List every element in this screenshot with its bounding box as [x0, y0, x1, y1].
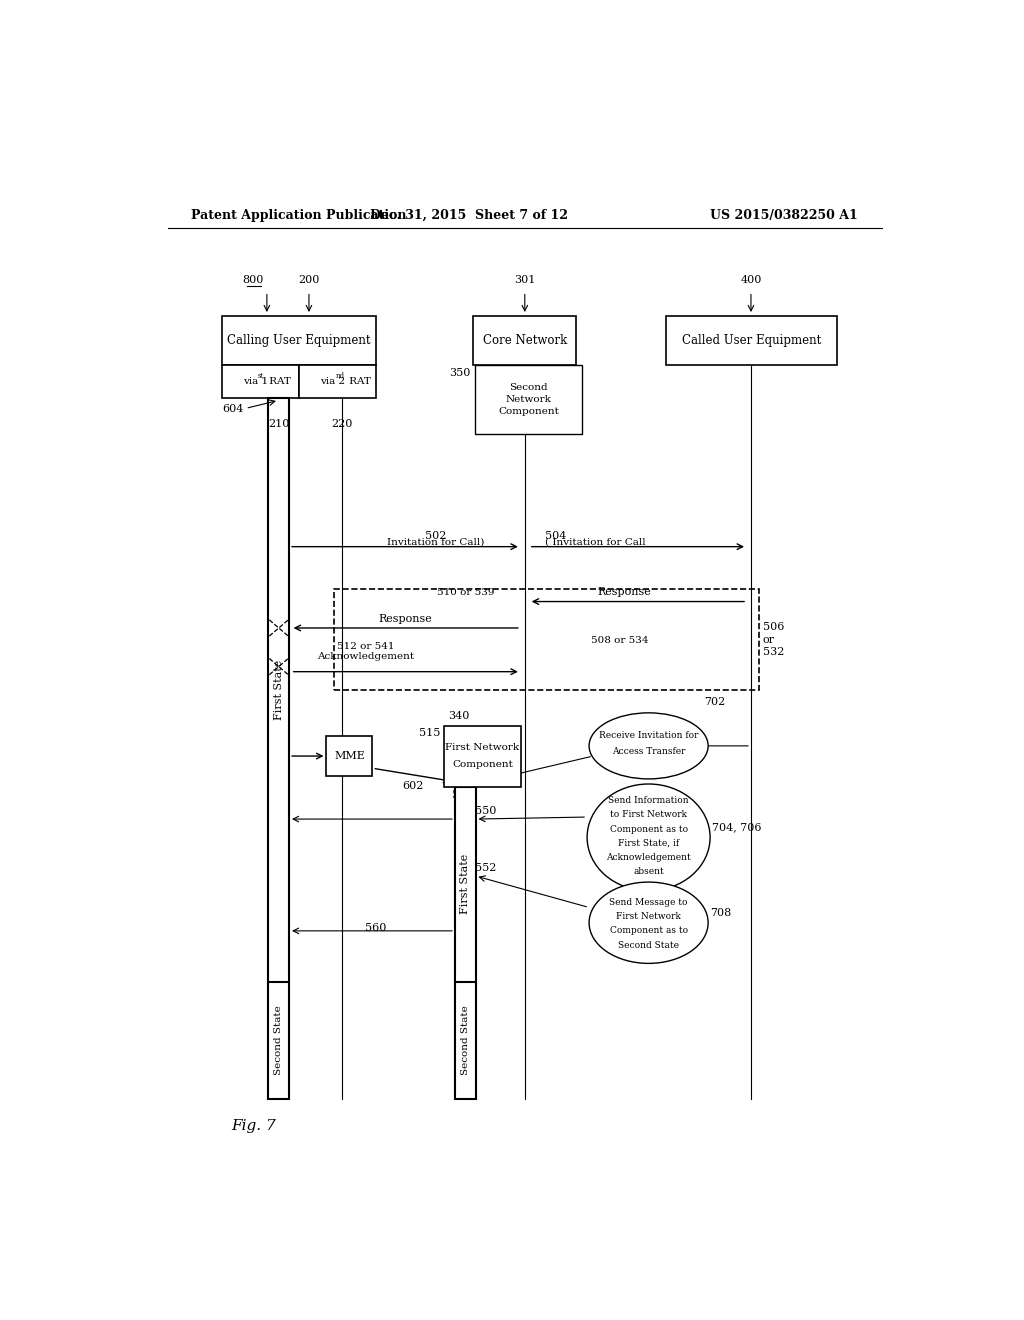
Text: 702: 702	[705, 697, 725, 706]
Text: Second State: Second State	[274, 1006, 284, 1074]
Text: Network: Network	[506, 395, 551, 404]
Text: Acknowledgement: Acknowledgement	[317, 652, 415, 660]
Text: 340: 340	[447, 711, 469, 722]
Text: 502: 502	[425, 531, 446, 541]
Text: Component as to: Component as to	[609, 825, 688, 834]
Text: 210: 210	[268, 418, 290, 429]
Text: or: or	[763, 635, 775, 644]
Text: 518: 518	[452, 789, 473, 800]
Text: Second State: Second State	[461, 1006, 470, 1074]
Text: 504: 504	[545, 531, 566, 541]
Text: Send Message to: Send Message to	[609, 898, 688, 907]
Text: Dec. 31, 2015  Sheet 7 of 12: Dec. 31, 2015 Sheet 7 of 12	[371, 209, 568, 222]
Text: 220: 220	[332, 418, 353, 429]
Text: Core Network: Core Network	[482, 334, 567, 347]
Ellipse shape	[589, 713, 709, 779]
FancyBboxPatch shape	[221, 315, 377, 364]
Text: 512 or 541: 512 or 541	[337, 643, 395, 651]
Text: absent: absent	[633, 867, 664, 876]
FancyBboxPatch shape	[443, 726, 521, 787]
Text: Receive Invitation for: Receive Invitation for	[599, 731, 698, 741]
Text: 508 or 534: 508 or 534	[591, 636, 649, 645]
Text: Component: Component	[498, 407, 559, 416]
Text: 552: 552	[475, 863, 497, 873]
Text: 560: 560	[365, 923, 386, 933]
Text: Response: Response	[597, 587, 651, 598]
Text: 200: 200	[298, 276, 319, 285]
Text: First State: First State	[273, 660, 284, 721]
Text: 515: 515	[419, 727, 440, 738]
Text: Access Transfer: Access Transfer	[612, 747, 685, 756]
Text: 704, 706: 704, 706	[713, 822, 762, 832]
Text: US 2015/0382250 A1: US 2015/0382250 A1	[711, 209, 858, 222]
Text: 708: 708	[711, 908, 732, 917]
Ellipse shape	[587, 784, 710, 891]
Text: via 2: via 2	[321, 378, 345, 385]
FancyBboxPatch shape	[299, 364, 377, 399]
Text: 532: 532	[763, 647, 784, 657]
FancyBboxPatch shape	[666, 315, 837, 364]
Text: Acknowledgement: Acknowledgement	[606, 853, 691, 862]
Text: via 1: via 1	[243, 378, 268, 385]
Text: nd: nd	[335, 372, 344, 380]
Text: ( Invitation for Call: ( Invitation for Call	[545, 537, 645, 546]
Text: 604: 604	[222, 404, 244, 414]
FancyBboxPatch shape	[327, 735, 373, 776]
FancyBboxPatch shape	[455, 787, 475, 1098]
Text: MME: MME	[334, 751, 365, 762]
Text: 602: 602	[401, 781, 423, 792]
Text: RAT: RAT	[346, 378, 371, 385]
Text: Calling User Equipment: Calling User Equipment	[227, 334, 371, 347]
Text: First Network: First Network	[445, 743, 519, 752]
Text: First State: First State	[460, 854, 470, 915]
Text: st: st	[258, 372, 264, 380]
Text: 800: 800	[243, 276, 264, 285]
Ellipse shape	[589, 882, 709, 964]
Text: First Network: First Network	[616, 912, 681, 921]
FancyBboxPatch shape	[473, 315, 577, 364]
Text: 510 or 539: 510 or 539	[436, 589, 494, 598]
Text: Fig. 7: Fig. 7	[231, 1119, 275, 1133]
Text: Second State: Second State	[618, 941, 679, 949]
Text: RAT: RAT	[266, 378, 291, 385]
Text: 350: 350	[450, 368, 471, 378]
FancyBboxPatch shape	[221, 364, 299, 399]
Text: to First Network: to First Network	[610, 810, 687, 820]
Text: Patent Application Publication: Patent Application Publication	[191, 209, 407, 222]
Text: Component: Component	[452, 760, 513, 768]
Text: Invitation for Call): Invitation for Call)	[387, 537, 484, 546]
Text: 550: 550	[475, 807, 497, 816]
Text: First State, if: First State, if	[618, 840, 679, 847]
Text: Second: Second	[509, 383, 548, 392]
FancyBboxPatch shape	[475, 364, 582, 434]
Text: Component as to: Component as to	[609, 927, 688, 936]
Text: 301: 301	[514, 276, 536, 285]
Text: Send Information: Send Information	[608, 796, 689, 805]
Text: 400: 400	[740, 276, 762, 285]
Text: 506: 506	[763, 623, 784, 632]
FancyBboxPatch shape	[268, 399, 289, 1098]
Text: Called User Equipment: Called User Equipment	[682, 334, 821, 347]
Text: Response: Response	[379, 614, 432, 624]
